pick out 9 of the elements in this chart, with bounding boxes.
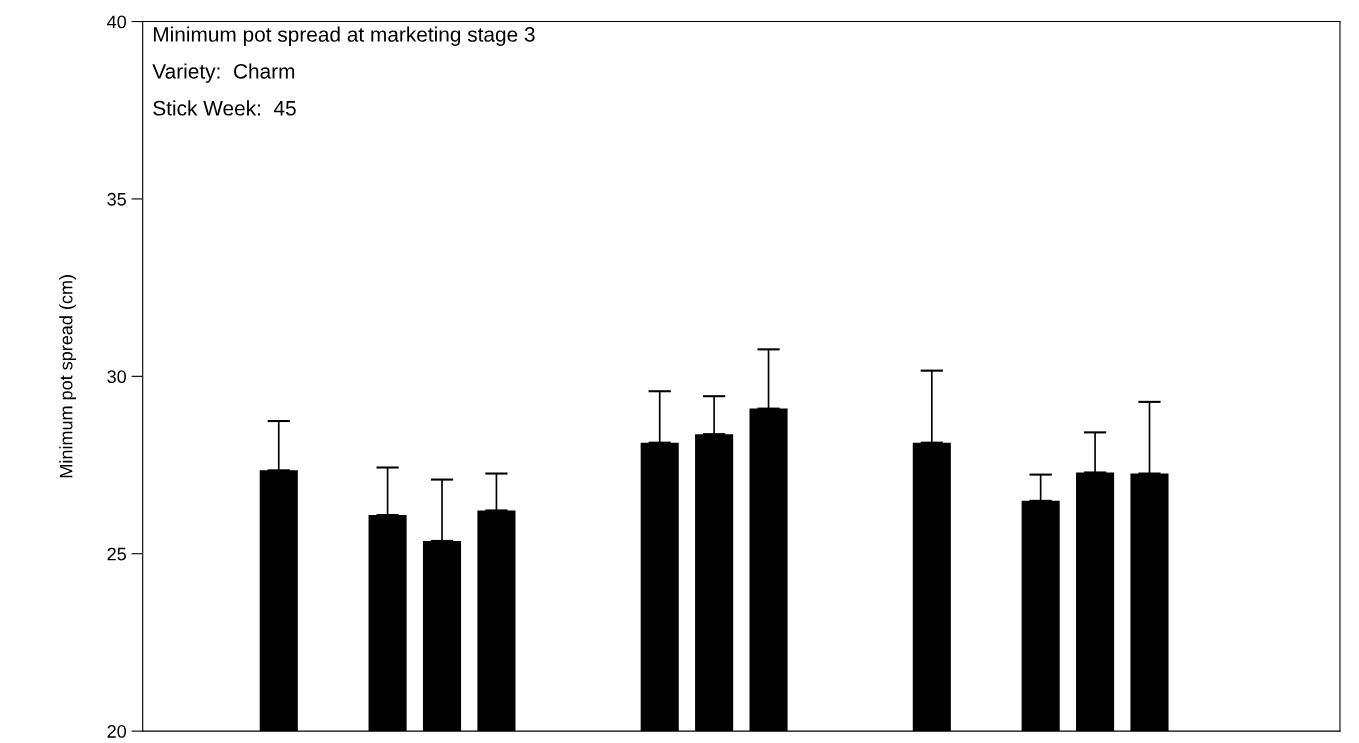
- y-tick-label: 35: [107, 192, 126, 206]
- y-axis-title: Minimum pot spread (cm): [59, 275, 77, 478]
- y-tick-label: 30: [107, 370, 127, 384]
- y-tick-label: 40: [107, 15, 127, 29]
- annotation: Variety: Charm: [152, 63, 295, 83]
- y-tick-label: 25: [107, 547, 126, 561]
- annotation: Stick Week: 45: [153, 100, 296, 116]
- chart-title: Minimum pot spread at marketing stage 3: [153, 26, 535, 46]
- y-tick-label: 20: [107, 725, 127, 738]
